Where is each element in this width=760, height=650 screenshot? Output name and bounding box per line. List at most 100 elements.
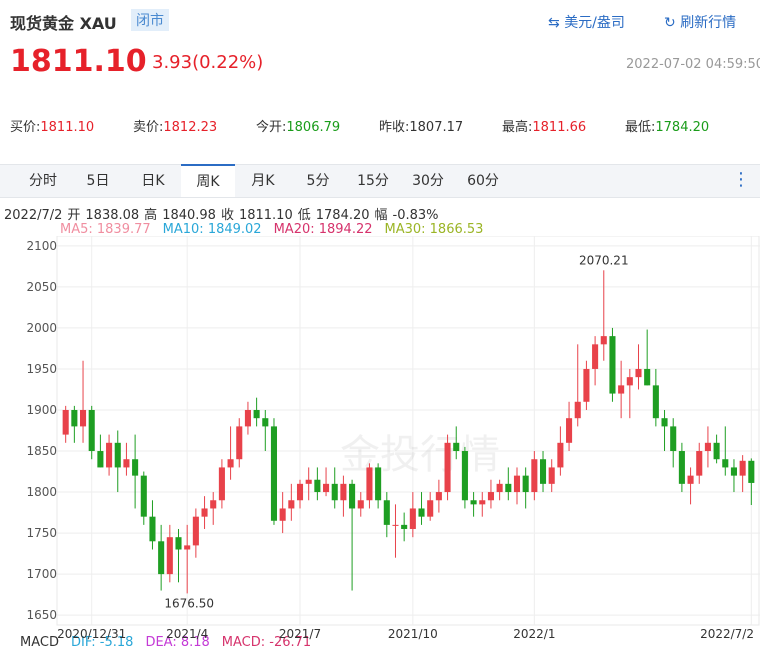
quote-label: 昨收:: [379, 120, 410, 135]
y-tick-label: 2100: [26, 239, 57, 253]
candle-body: [175, 537, 182, 550]
quote-value: 1812.23: [163, 120, 218, 135]
y-tick-label: 1800: [26, 485, 57, 499]
candle-body: [62, 409, 69, 435]
candle-body: [331, 483, 338, 501]
candle-body: [609, 336, 616, 394]
candle-body: [79, 409, 87, 427]
candle-body: [626, 377, 633, 386]
quote-label: 卖价:: [133, 120, 164, 135]
summary-item: 1784.20: [315, 208, 370, 223]
candle-body: [687, 475, 694, 484]
quote: 最高:1811.66: [502, 116, 586, 135]
macd-label: MACD: [20, 635, 59, 650]
candle-body: [227, 459, 234, 468]
unit-toggle[interactable]: ⇆ 美元/盎司: [548, 15, 625, 31]
y-tick-label: 1950: [26, 362, 57, 376]
candle-body: [713, 442, 720, 460]
candle-body: [461, 451, 468, 501]
candle-body: [140, 475, 147, 517]
tab[interactable]: 日K: [141, 173, 165, 189]
candle-body: [366, 467, 373, 501]
menu-icon[interactable]: ⋮: [732, 169, 750, 190]
quote: 买价:1811.10: [10, 116, 94, 135]
candle-body: [305, 479, 312, 484]
candle-body: [296, 483, 304, 501]
candle-body: [531, 459, 538, 493]
y-tick-label: 2050: [26, 280, 57, 294]
tab[interactable]: 30分: [412, 173, 444, 189]
candle-body: [539, 459, 547, 484]
candle-body: [375, 467, 382, 501]
unit: 美元/盎司: [564, 15, 625, 31]
x-tick-label: 2021/4: [166, 627, 208, 641]
candle-body: [71, 409, 78, 427]
candle-body: [670, 426, 677, 452]
status-badge: 闭市: [131, 9, 169, 31]
candle-body: [730, 467, 738, 476]
candle-body: [401, 524, 408, 529]
candle-body: [522, 475, 529, 493]
tab[interactable]: 5日: [86, 173, 110, 189]
y-tick-label: 1750: [26, 526, 57, 540]
candle-body: [201, 508, 208, 517]
refresh-button[interactable]: ↻ 刷新行情: [664, 15, 737, 31]
quote: 卖价:1812.23: [133, 116, 217, 135]
candle-body: [166, 537, 173, 575]
candle-body: [435, 492, 442, 501]
tab[interactable]: 5分: [306, 173, 330, 189]
ma-label: MA20: 1894.22: [273, 222, 373, 237]
annotation: 2070.21: [579, 253, 629, 267]
candle-body: [392, 524, 399, 526]
tab[interactable]: 月K: [251, 173, 275, 189]
summary-item: 1811.10: [238, 208, 293, 223]
macd-label: DIF: -5.18: [70, 635, 134, 650]
candle-body: [496, 483, 503, 493]
summary-item: 2022/7/2: [4, 208, 63, 223]
tab[interactable]: 周K: [181, 164, 235, 197]
candle-body: [106, 442, 113, 468]
candle-body: [444, 442, 451, 493]
tab-bar: ⋮ 分时 5日 日K 周K 月K 5分 15分 30分 60分: [0, 164, 760, 198]
candle-body: [418, 508, 425, 517]
quote-value: 1784.20: [655, 120, 710, 135]
annotation: 1676.50: [164, 596, 214, 610]
candle-body: [661, 418, 668, 427]
timestamp: 2022-07-02 04:59:50: [626, 57, 760, 72]
candle-body: [739, 460, 746, 476]
candle-body: [210, 500, 217, 509]
summary-item: 高: [144, 208, 158, 223]
candle-body: [453, 442, 460, 452]
candle-body: [158, 541, 165, 575]
candle-body: [635, 368, 642, 378]
candle-body: [566, 418, 573, 443]
candle-body: [236, 426, 243, 460]
candle-body: [652, 385, 659, 419]
candle-body: [349, 483, 356, 509]
quote-label: 最高:: [502, 120, 533, 135]
candle-body: [314, 479, 321, 493]
candle-body: [132, 459, 139, 476]
tab[interactable]: 分时: [29, 173, 57, 189]
candle-body: [244, 409, 251, 427]
macd-legend: MACD DIF: -5.18 DEA: 8.18 MACD: -26.71: [20, 635, 323, 650]
quote: 今开:1806.79: [256, 116, 340, 135]
macd-label: DEA: 8.18: [145, 635, 210, 650]
tab[interactable]: 60分: [467, 173, 499, 189]
y-tick-label: 2000: [26, 321, 57, 335]
candle-body: [279, 508, 286, 521]
candle-body: [600, 336, 607, 345]
candle-body: [409, 508, 416, 529]
candle-body: [548, 467, 555, 484]
summary-item: 1838.08: [85, 208, 140, 223]
candle-body: [748, 460, 755, 483]
candle-body: [288, 500, 295, 509]
candle-body: [192, 516, 199, 546]
x-tick-label: 2021/10: [388, 627, 438, 641]
quote-label: 买价:: [10, 120, 41, 135]
candle-body: [427, 500, 434, 517]
ma-label: MA10: 1849.02: [162, 222, 262, 237]
candle-body: [149, 516, 156, 542]
price: 1811.10: [10, 44, 147, 79]
tab[interactable]: 15分: [357, 173, 389, 189]
